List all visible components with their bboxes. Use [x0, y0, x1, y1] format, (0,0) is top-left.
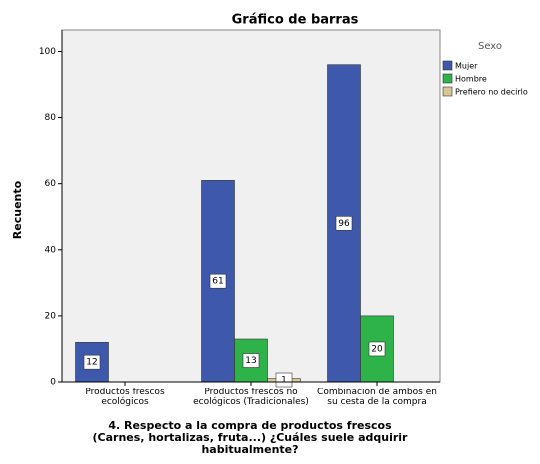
x-tick-label-box: Productos frescos no ecológicos (Tradici… [193, 388, 309, 407]
value-label-box [335, 216, 353, 231]
legend-swatch [442, 73, 453, 84]
chart-title: Gráfico de barras [232, 13, 359, 28]
value-label: 1 [281, 376, 287, 386]
legend-label: Prefiero no decirlo [455, 88, 528, 97]
x-tick-label-box: Productos frescos ecológicos [85, 388, 165, 407]
x-tick-label: Productos frescos ecológicos [85, 388, 165, 407]
value-label-box [368, 341, 386, 357]
value-label: 12 [86, 358, 97, 368]
x-tick-label: Combinación de ambos en su cesta de la c… [317, 388, 437, 407]
x-axis-label-box: 4. Respecto a la compra de productos fre… [92, 420, 408, 457]
legend-label: Hombre [455, 75, 487, 84]
y-tick-label: 0 [50, 378, 56, 388]
legend-title: Sexo [478, 41, 502, 52]
value-label: 61 [212, 277, 223, 287]
value-label: 13 [245, 356, 256, 366]
value-label-box [242, 353, 260, 368]
x-axis-label: 4. Respecto a la compra de productos fre… [92, 420, 408, 457]
x-tick-label-box: Combinación de ambos en su cesta de la c… [317, 388, 437, 407]
y-tick-label: 100 [39, 47, 56, 57]
value-label: 20 [371, 344, 383, 354]
value-label-box [209, 273, 227, 289]
legend-swatch [442, 86, 453, 97]
value-label-box [83, 354, 101, 370]
value-label: 96 [338, 219, 350, 229]
y-tick-label: 20 [45, 311, 57, 321]
legend-label: Mujer [455, 62, 478, 71]
y-tick-label: 80 [45, 113, 57, 123]
legend-swatch [442, 60, 453, 71]
value-label-box [275, 372, 293, 388]
y-axis-label: Recuento [11, 180, 24, 239]
y-tick-label: 60 [45, 179, 57, 189]
bar [201, 180, 235, 383]
x-tick-label: Productos frescos no ecológicos (Tradici… [193, 388, 309, 407]
y-tick-label: 40 [45, 245, 57, 255]
